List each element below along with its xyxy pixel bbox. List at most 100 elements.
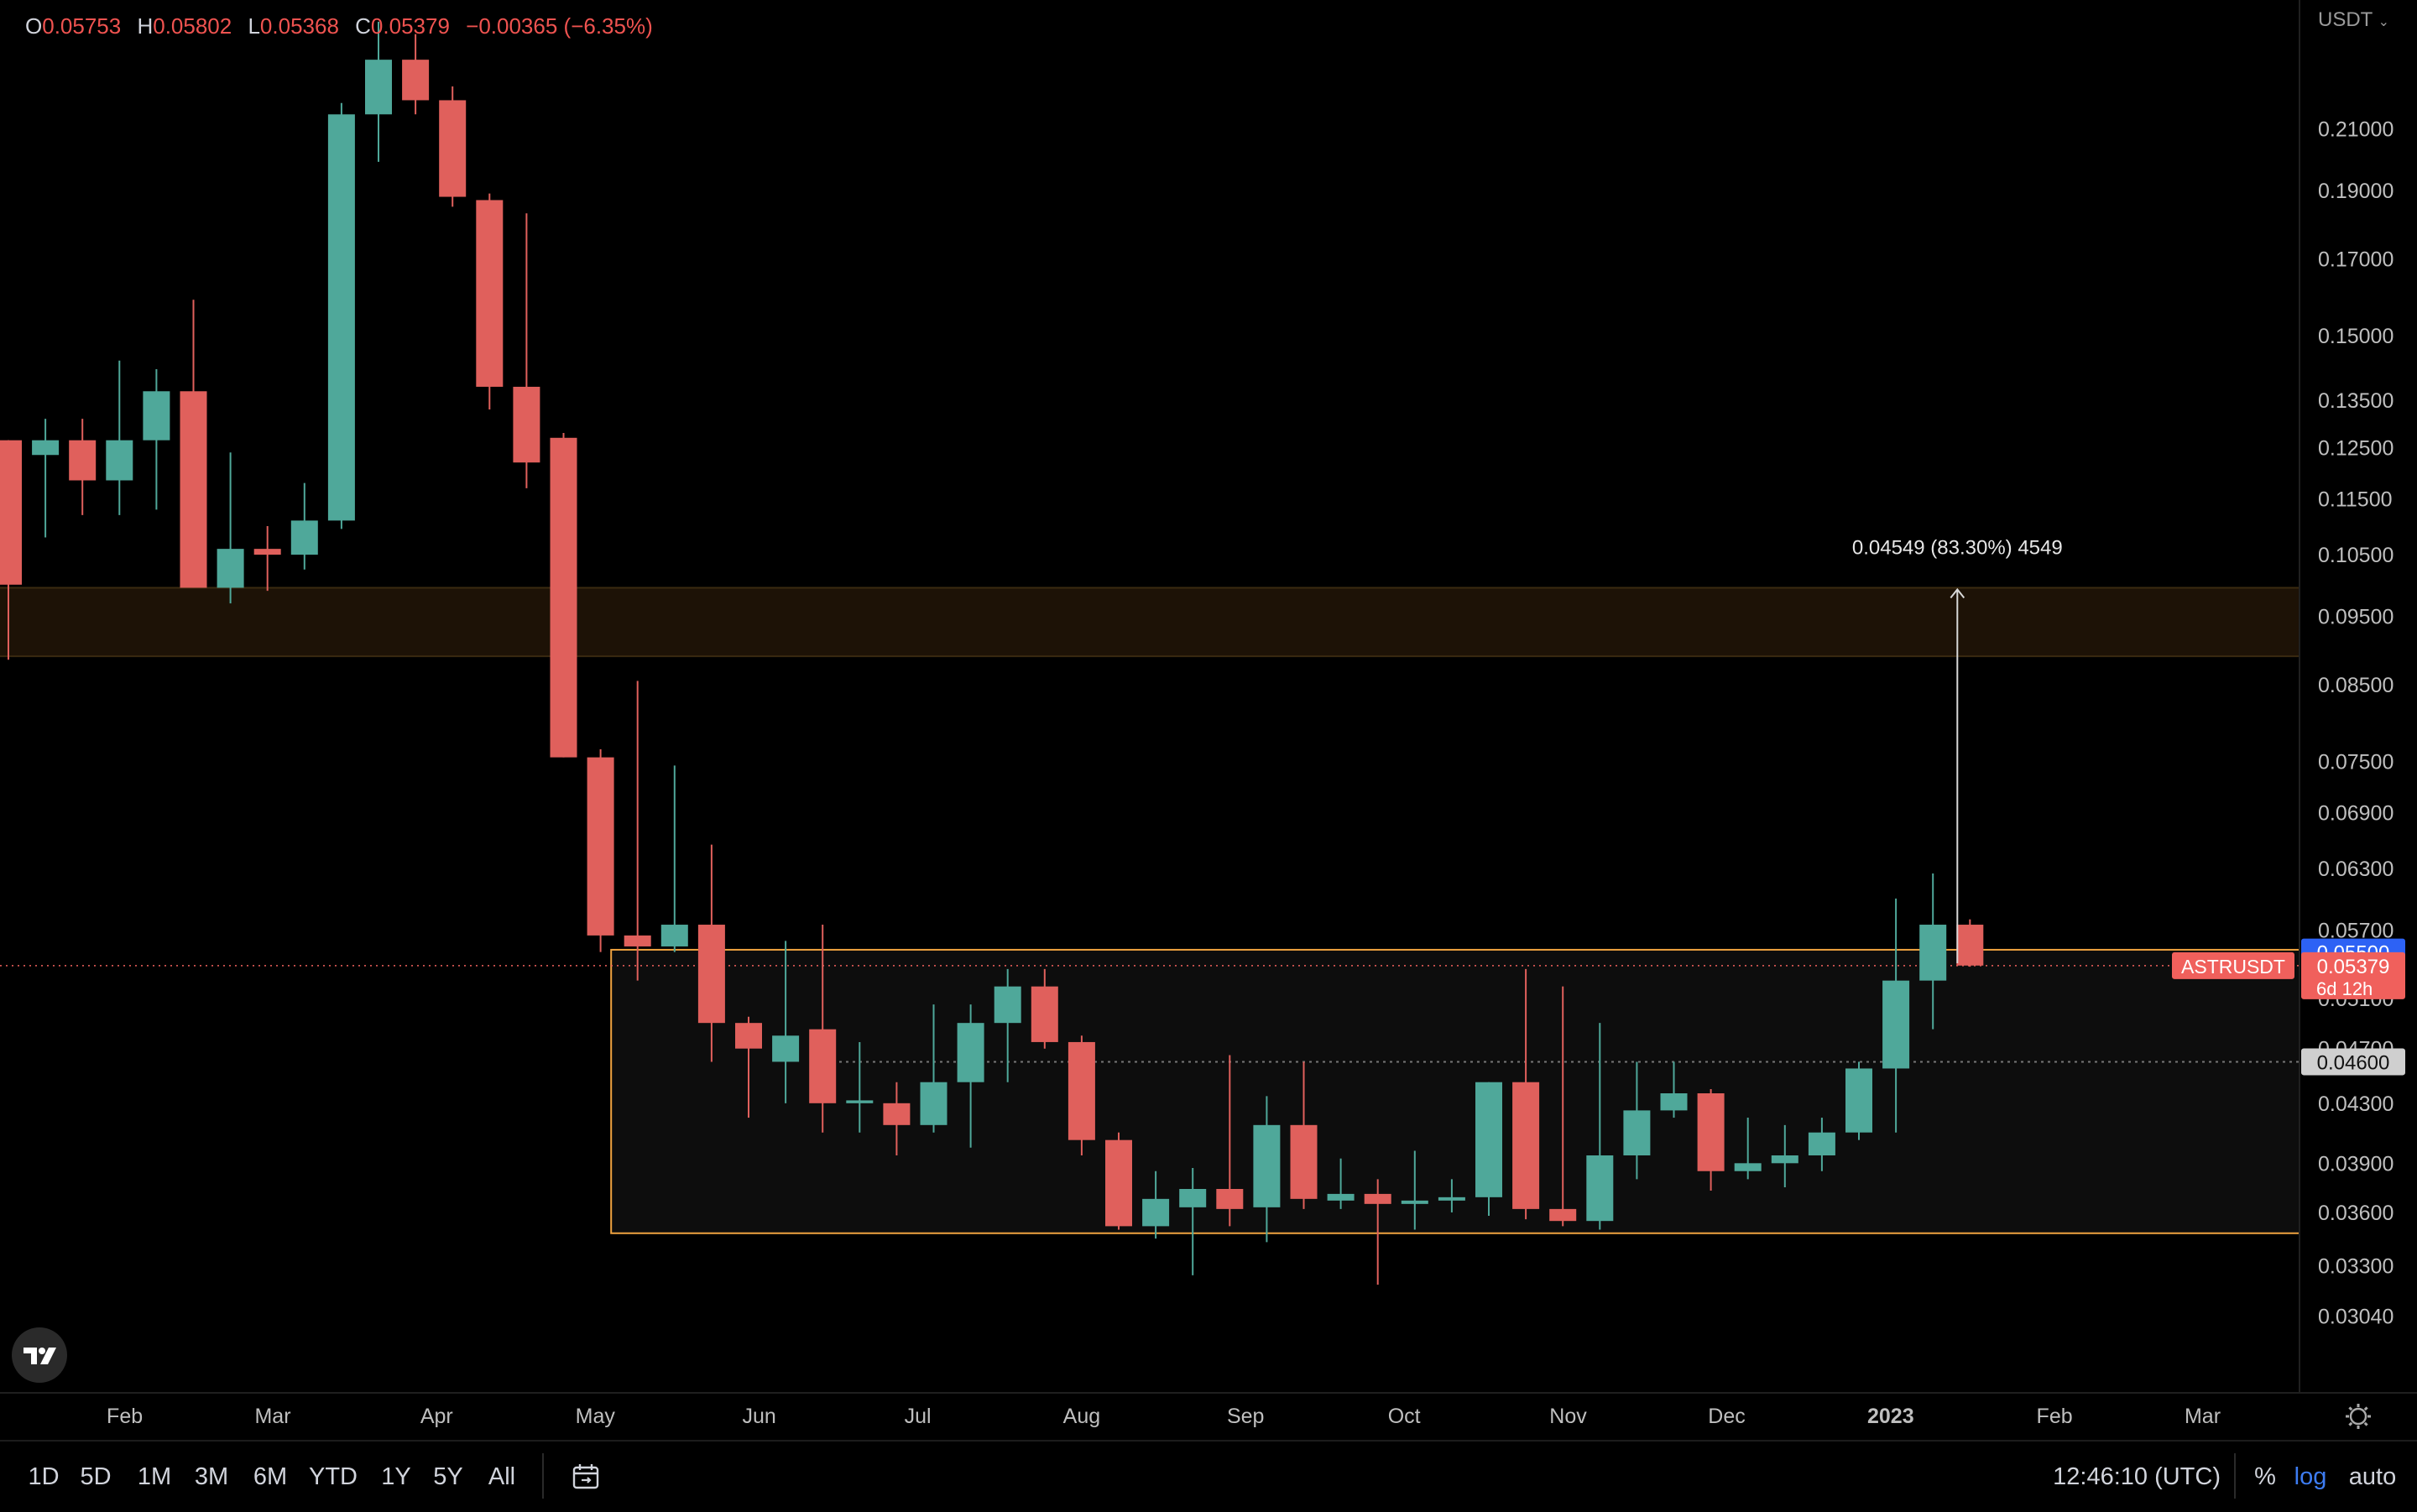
- candle-body: [1179, 1188, 1207, 1207]
- candle[interactable]: [253, 526, 281, 592]
- candle[interactable]: [883, 1082, 911, 1155]
- last-price-label: 0.05379: [2317, 956, 2390, 978]
- candle[interactable]: [957, 1004, 984, 1148]
- candle[interactable]: [143, 369, 170, 510]
- candle-body: [1068, 1041, 1095, 1140]
- time-tick-label: May: [576, 1405, 616, 1428]
- range-button-3m[interactable]: 3M: [194, 1463, 229, 1490]
- candle-body: [0, 440, 22, 585]
- candle[interactable]: [809, 925, 837, 1133]
- candle-body: [365, 60, 392, 115]
- candle-body: [624, 935, 651, 946]
- resistance-zone: [0, 587, 2300, 657]
- candle[interactable]: [1068, 1035, 1095, 1155]
- range-button-5d[interactable]: 5D: [80, 1463, 112, 1490]
- candle[interactable]: [1882, 898, 1910, 1133]
- candle[interactable]: [290, 482, 318, 570]
- candle-body: [32, 440, 60, 456]
- candle[interactable]: [1623, 1061, 1651, 1180]
- candle[interactable]: [1549, 986, 1577, 1227]
- auto-toggle[interactable]: auto: [2348, 1463, 2397, 1490]
- candle[interactable]: [587, 748, 614, 952]
- range-button-1d[interactable]: 1D: [28, 1463, 60, 1490]
- candle[interactable]: [550, 433, 577, 758]
- candle[interactable]: [1401, 1150, 1428, 1230]
- clock-time[interactable]: 12:46:10 (UTC): [2053, 1463, 2221, 1490]
- candle-body: [1253, 1124, 1281, 1207]
- range-button-5y[interactable]: 5Y: [433, 1463, 463, 1490]
- candle[interactable]: [1845, 1061, 1872, 1140]
- gear-icon[interactable]: [2346, 1404, 2371, 1429]
- candle[interactable]: [1179, 1167, 1207, 1275]
- candle-body: [660, 925, 688, 946]
- candle[interactable]: [920, 1004, 947, 1133]
- candle[interactable]: [697, 844, 725, 1062]
- candle[interactable]: [1808, 1118, 1835, 1171]
- close-label: C: [355, 13, 371, 39]
- range-button-all[interactable]: All: [488, 1463, 516, 1490]
- candle[interactable]: [1475, 1082, 1502, 1217]
- candle[interactable]: [1586, 1023, 1614, 1230]
- candle-body: [697, 925, 725, 1024]
- candle[interactable]: [1327, 1158, 1355, 1209]
- candle[interactable]: [217, 452, 244, 604]
- time-tick-label: Mar: [254, 1405, 290, 1428]
- candle[interactable]: [660, 765, 688, 952]
- candle-body: [327, 114, 355, 521]
- currency-selector[interactable]: USDT ⌄: [2318, 8, 2389, 32]
- candle[interactable]: [0, 440, 22, 660]
- candle[interactable]: [1216, 1055, 1244, 1227]
- gear-icon-tooth: [2363, 1406, 2368, 1411]
- candle[interactable]: [1290, 1061, 1318, 1209]
- candle[interactable]: [106, 360, 133, 515]
- candle[interactable]: [1919, 873, 1947, 1030]
- price-tick-label: 0.17000: [2318, 248, 2394, 271]
- candle[interactable]: [846, 1041, 874, 1133]
- range-button-1m[interactable]: 1M: [137, 1463, 172, 1490]
- candle[interactable]: [476, 193, 504, 409]
- time-tick-label: Nov: [1549, 1405, 1587, 1428]
- candle[interactable]: [327, 102, 355, 529]
- range-button-1y[interactable]: 1Y: [381, 1463, 411, 1490]
- candle[interactable]: [513, 213, 540, 488]
- candle[interactable]: [1105, 1132, 1132, 1230]
- candle[interactable]: [69, 419, 97, 515]
- price-chart[interactable]: 0.04549 (83.30%) 4549 0.21000 0.19000 0.17…: [0, 0, 2417, 1440]
- price-tick-label: 0.12500: [2318, 436, 2394, 460]
- tradingview-logo[interactable]: [12, 1327, 67, 1383]
- high-value: 0.05802: [153, 13, 232, 39]
- log-toggle[interactable]: log: [2294, 1463, 2327, 1490]
- candle[interactable]: [1512, 968, 1540, 1220]
- candle[interactable]: [1771, 1124, 1798, 1188]
- candle[interactable]: [180, 300, 207, 588]
- candle[interactable]: [1697, 1088, 1725, 1191]
- candle[interactable]: [439, 86, 467, 207]
- candle[interactable]: [1364, 1179, 1391, 1285]
- candle[interactable]: [1253, 1096, 1281, 1243]
- calendar-range-icon[interactable]: [562, 1453, 609, 1500]
- candle[interactable]: [1142, 1170, 1170, 1239]
- candle[interactable]: [772, 941, 800, 1103]
- candle-body: [846, 1100, 874, 1103]
- candle[interactable]: [994, 968, 1021, 1082]
- candle[interactable]: [1734, 1118, 1762, 1180]
- range-button-ytd[interactable]: YTD: [309, 1463, 358, 1490]
- time-tick-label: 2023: [1867, 1405, 1914, 1428]
- candle[interactable]: [1031, 968, 1058, 1049]
- percent-toggle[interactable]: %: [2254, 1463, 2276, 1490]
- candle-body: [1586, 1155, 1614, 1222]
- candle[interactable]: [402, 34, 430, 115]
- candle-body: [1660, 1092, 1688, 1111]
- candle[interactable]: [735, 1016, 762, 1118]
- candle[interactable]: [1956, 919, 1984, 967]
- candle[interactable]: [1660, 1061, 1688, 1118]
- candle[interactable]: [1438, 1179, 1465, 1212]
- range-button-6m[interactable]: 6M: [253, 1463, 288, 1490]
- candle[interactable]: [624, 680, 651, 981]
- candle-body: [1808, 1132, 1835, 1155]
- time-tick-label: Feb: [107, 1405, 143, 1428]
- time-tick-label: Sep: [1227, 1405, 1264, 1428]
- candle[interactable]: [32, 419, 60, 538]
- candle[interactable]: [365, 21, 392, 162]
- time-tick-label: Oct: [1388, 1405, 1421, 1428]
